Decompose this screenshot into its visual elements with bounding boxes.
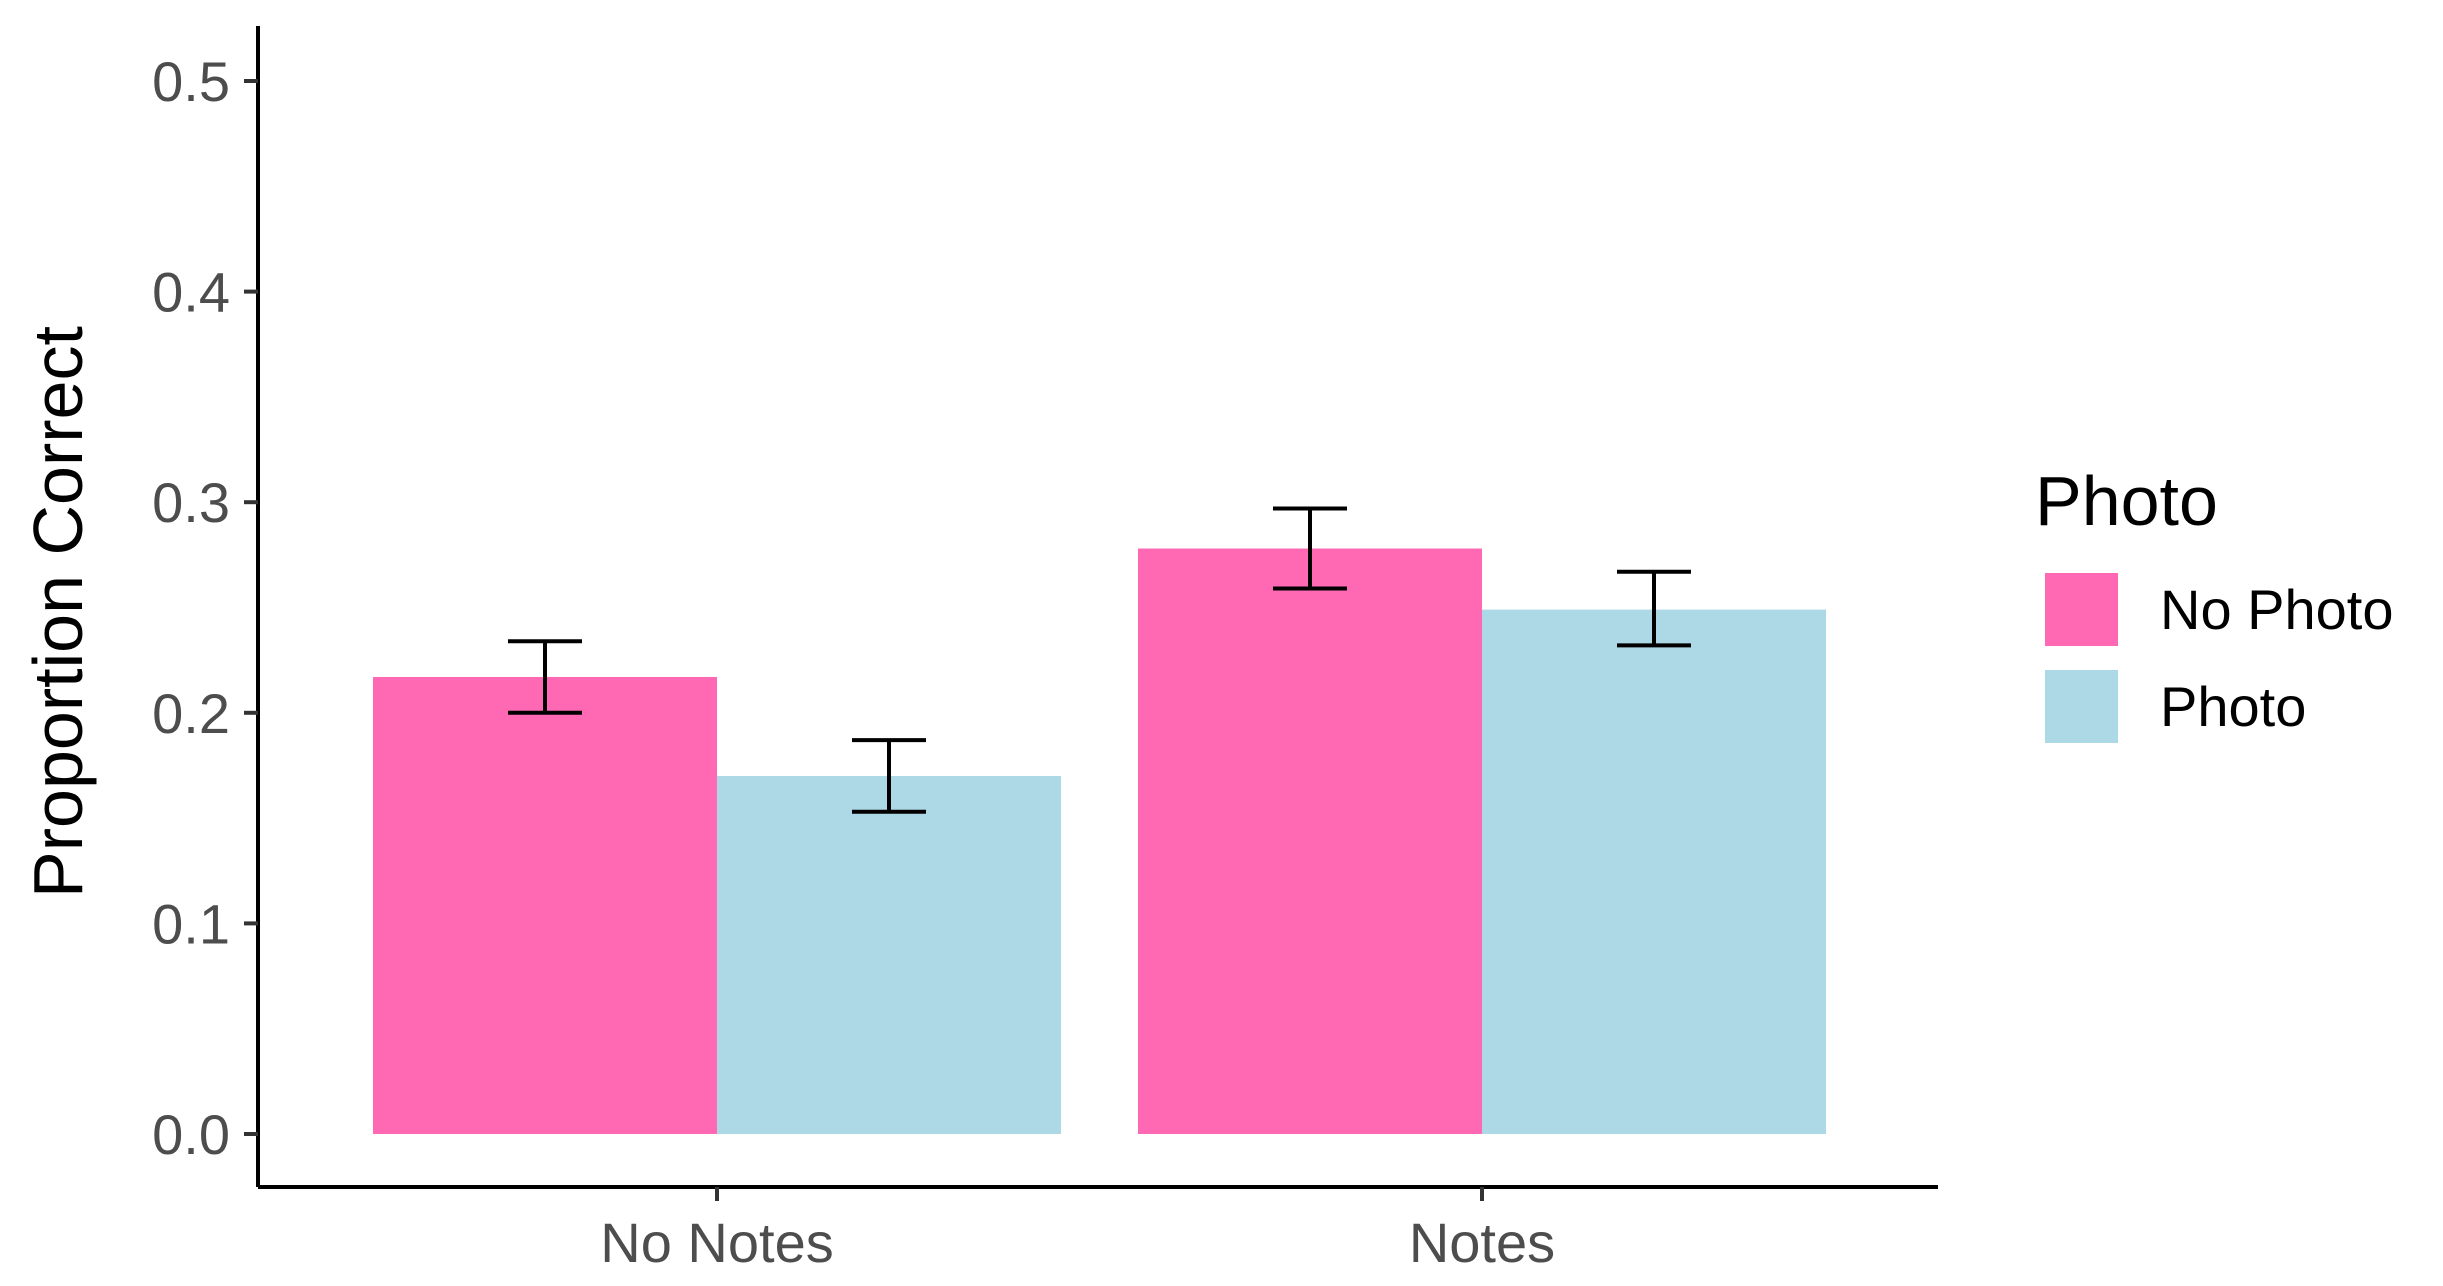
- y-tick-label: 0.4: [152, 261, 230, 324]
- legend-label: Photo: [2160, 675, 2306, 738]
- error-bar: [1617, 569, 1691, 648]
- y-axis-title: Proportion Correct: [19, 326, 97, 898]
- y-tick-label: 0.1: [152, 892, 230, 955]
- bar-photo-no-notes: [717, 775, 1061, 1134]
- x-tick-label: No Notes: [600, 1211, 833, 1274]
- error-bars-layer: [508, 506, 1691, 814]
- bars-layer: [373, 548, 1826, 1134]
- legend-swatch: [2045, 670, 2118, 743]
- error-bar: [1273, 506, 1347, 591]
- legend-label: No Photo: [2160, 578, 2394, 641]
- legend-title: Photo: [2035, 462, 2218, 540]
- x-ticks: No Notes Notes: [600, 1187, 1555, 1274]
- legend-swatch: [2045, 573, 2118, 646]
- error-bar: [508, 639, 582, 715]
- legend-items: No Photo Photo: [2045, 573, 2394, 743]
- bar-no-photo-notes: [1138, 548, 1482, 1134]
- y-tick-label: 0.0: [152, 1103, 230, 1166]
- y-tick-label: 0.3: [152, 471, 230, 534]
- error-bar: [852, 738, 926, 814]
- y-ticks: 0.0 0.1 0.2 0.3 0.4 0.5: [152, 50, 258, 1166]
- legend: Photo No Photo Photo: [2035, 462, 2394, 743]
- y-tick-label: 0.5: [152, 50, 230, 113]
- y-tick-label: 0.2: [152, 682, 230, 745]
- x-tick-label: Notes: [1409, 1211, 1555, 1274]
- bar-photo-notes: [1482, 609, 1826, 1134]
- bar-no-photo-no-notes: [373, 676, 717, 1134]
